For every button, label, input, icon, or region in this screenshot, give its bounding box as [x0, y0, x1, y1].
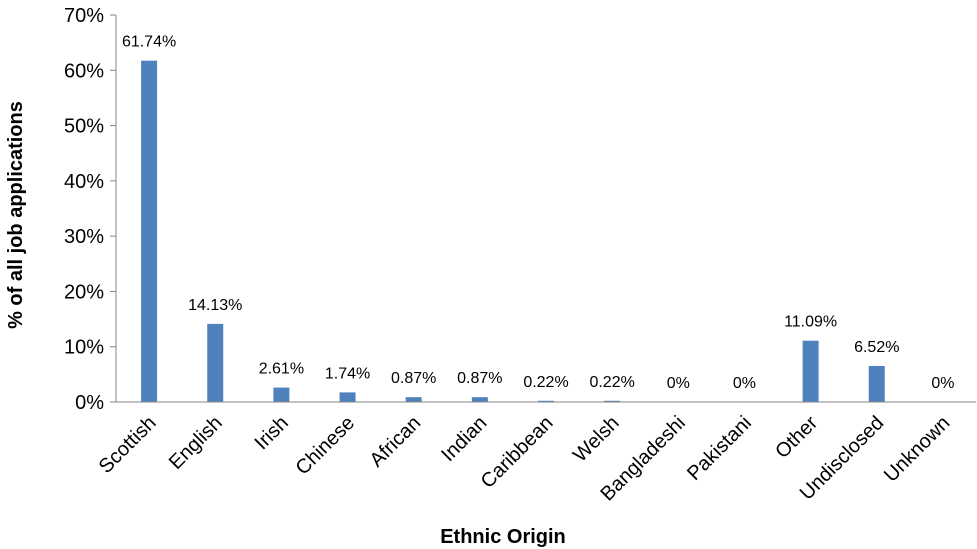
y-axis-title: % of all job applications	[5, 101, 27, 329]
x-category-label: English	[165, 412, 227, 474]
bar-scottish	[141, 60, 158, 402]
y-tick-label: 50%	[64, 116, 104, 138]
bar-other	[802, 340, 819, 402]
data-label: 61.74%	[122, 34, 176, 51]
x-category-label: Caribbean	[477, 412, 558, 493]
x-category-label: Pakistani	[683, 412, 756, 485]
y-tick-label: 0%	[75, 392, 104, 414]
bar-african	[405, 397, 422, 402]
data-labels: 61.74% 14.13% 2.61% 1.74% 0.87% 0.87% 0.22% 0.2…	[122, 34, 955, 392]
data-label: 0%	[733, 375, 756, 392]
x-category-label: Irish	[251, 412, 293, 454]
data-label: 0.87%	[391, 370, 436, 387]
x-category-label: Other	[771, 412, 822, 463]
axes	[115, 15, 976, 403]
data-label: 6.52%	[854, 339, 899, 356]
y-tick-label: 20%	[64, 281, 104, 303]
bar-irish	[273, 387, 290, 402]
x-category-label: Unknown	[880, 412, 955, 487]
bars	[141, 60, 885, 402]
data-label: 0%	[931, 375, 954, 392]
data-label: 0%	[667, 375, 690, 392]
data-label: 0.22%	[589, 374, 634, 391]
x-category-label: Chinese	[292, 412, 359, 479]
x-category-label: African	[366, 412, 426, 472]
bar-welsh	[604, 400, 621, 402]
bar-english	[207, 323, 224, 402]
y-tick-label: 70%	[64, 5, 104, 27]
x-category-label: Welsh	[569, 412, 624, 467]
bar-caribbean	[538, 400, 554, 402]
bar-chinese	[339, 392, 356, 402]
bar-indian	[471, 397, 488, 402]
y-tick-label: 60%	[64, 60, 104, 82]
data-label: 11.09%	[784, 314, 837, 331]
y-tick-label: 30%	[64, 226, 104, 248]
y-axis-ticks: 0% 10% 20% 30% 40% 50% 60% 70%	[64, 5, 116, 414]
y-tick-label: 40%	[64, 171, 104, 193]
x-axis-title: Ethnic Origin	[440, 526, 566, 548]
data-label: 2.61%	[259, 361, 304, 378]
data-label: 1.74%	[325, 365, 370, 382]
bar-undisclosed	[868, 365, 885, 402]
data-label: 14.13%	[188, 297, 242, 314]
data-label: 0.87%	[457, 370, 502, 387]
data-label: 0.22%	[523, 374, 568, 391]
x-category-label: Indian	[437, 412, 491, 466]
x-category-label: Scottish	[95, 412, 161, 478]
y-tick-label: 10%	[64, 337, 104, 359]
